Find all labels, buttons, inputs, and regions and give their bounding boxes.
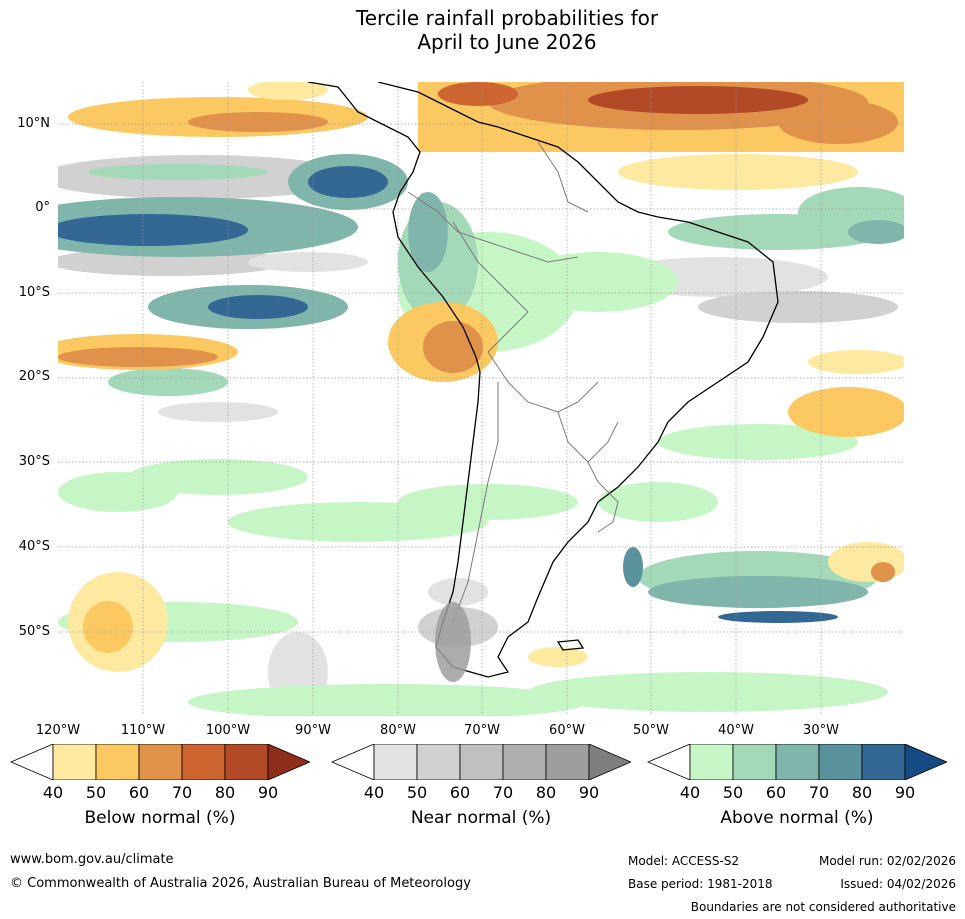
colorbar-segment — [181, 744, 226, 780]
colorbar-segment — [459, 744, 504, 780]
colorbar-segment — [224, 744, 269, 780]
colorbar-tick-label: 70 — [492, 783, 514, 802]
patagonia-near-normal — [435, 602, 471, 682]
colorbar-segment — [861, 744, 906, 780]
title-line-1: Tercile rainfall probabilities for — [355, 6, 659, 30]
title-line-2: April to June 2026 — [417, 30, 597, 54]
colorbar-under-triangle — [647, 744, 691, 780]
colorbar-segment — [818, 744, 863, 780]
forecast-map — [58, 82, 904, 716]
lon-label: 50°W — [633, 723, 669, 738]
colorbar-tick-label: 60 — [449, 783, 471, 802]
lat-label: 0° — [35, 200, 50, 215]
colorbar-over-triangle — [267, 744, 310, 780]
model-run: Model run: 02/02/2026 — [818, 854, 956, 868]
near-normal-colorbar — [331, 744, 631, 780]
website-link[interactable]: www.bom.gov.au/climate — [10, 852, 174, 867]
lat-label: 40°S — [18, 539, 50, 554]
falklands — [556, 639, 585, 651]
lat-label: 50°S — [18, 624, 50, 639]
colorbar-tick-label: 80 — [851, 783, 873, 802]
colorbar-segment — [95, 744, 140, 780]
copyright: © Commonwealth of Australia 2026, Austra… — [10, 876, 471, 891]
lat-label: 30°S — [18, 454, 50, 469]
colorbar-tick-label: 50 — [406, 783, 428, 802]
lon-label: 70°W — [464, 723, 500, 738]
lat-label: 20°S — [18, 369, 50, 384]
lon-label: 120°W — [35, 723, 81, 738]
colorbar-tick-label: 40 — [42, 783, 64, 802]
graticule — [58, 82, 904, 716]
colorbar-segment — [373, 744, 418, 780]
lon-label: 90°W — [295, 723, 331, 738]
colorbar-tick-label: 60 — [765, 783, 787, 802]
colorbar-over-triangle — [588, 744, 631, 780]
base-period: Base period: 1981-2018 — [628, 877, 773, 891]
model-name: Model: ACCESS-S2 — [628, 854, 740, 868]
colorbar-under-triangle — [10, 744, 54, 780]
colorbar-segment — [689, 744, 734, 780]
issued-date: Issued: 04/02/2026 — [840, 877, 956, 891]
colorbar-over-triangle — [904, 744, 947, 780]
colorbar-segment — [545, 744, 590, 780]
colorbar-tick-label: 50 — [722, 783, 744, 802]
below-normal-north — [68, 82, 904, 190]
colorbar-segment — [416, 744, 461, 780]
colorbar-tick-label: 40 — [679, 783, 701, 802]
colorbar-tick-label: 80 — [214, 783, 236, 802]
colorbar-tick-label: 90 — [257, 783, 279, 802]
country-borders — [407, 141, 619, 623]
colorbar-under-triangle — [331, 744, 375, 780]
colorbar-segment — [52, 744, 97, 780]
colorbar-tick-label: 90 — [578, 783, 600, 802]
lon-label: 80°W — [380, 723, 416, 738]
lon-label: 110°W — [120, 723, 166, 738]
colorbar-tick-label: 90 — [894, 783, 916, 802]
colorbar-segment — [138, 744, 183, 780]
chart-title: Tercile rainfall probabilities for April… — [0, 6, 965, 54]
lon-label: 60°W — [549, 723, 585, 738]
lat-label: 10°S — [18, 285, 50, 300]
coastline — [307, 82, 779, 678]
colorbar-tick-label: 60 — [128, 783, 150, 802]
colorbar-segment — [732, 744, 777, 780]
colorbar-segment — [775, 744, 820, 780]
colorbar-tick-label: 70 — [171, 783, 193, 802]
lon-label: 40°W — [718, 723, 754, 738]
near-normal-label: Near normal (%) — [410, 808, 552, 828]
below-normal-colorbar — [10, 744, 310, 780]
boundary-disclaimer: Boundaries are not considered authoritat… — [690, 900, 956, 914]
lon-label: 30°W — [803, 723, 839, 738]
colorbar-tick-label: 40 — [363, 783, 385, 802]
below-normal-label: Below normal (%) — [84, 808, 236, 828]
above-normal-label: Above normal (%) — [720, 808, 874, 828]
lat-label: 10°N — [17, 116, 50, 131]
above-normal-colorbar — [647, 744, 947, 780]
colorbar-segment — [502, 744, 547, 780]
colorbar-tick-label: 50 — [85, 783, 107, 802]
lon-label: 100°W — [205, 723, 251, 738]
colorbar-tick-label: 70 — [808, 783, 830, 802]
colorbar-tick-label: 80 — [535, 783, 557, 802]
